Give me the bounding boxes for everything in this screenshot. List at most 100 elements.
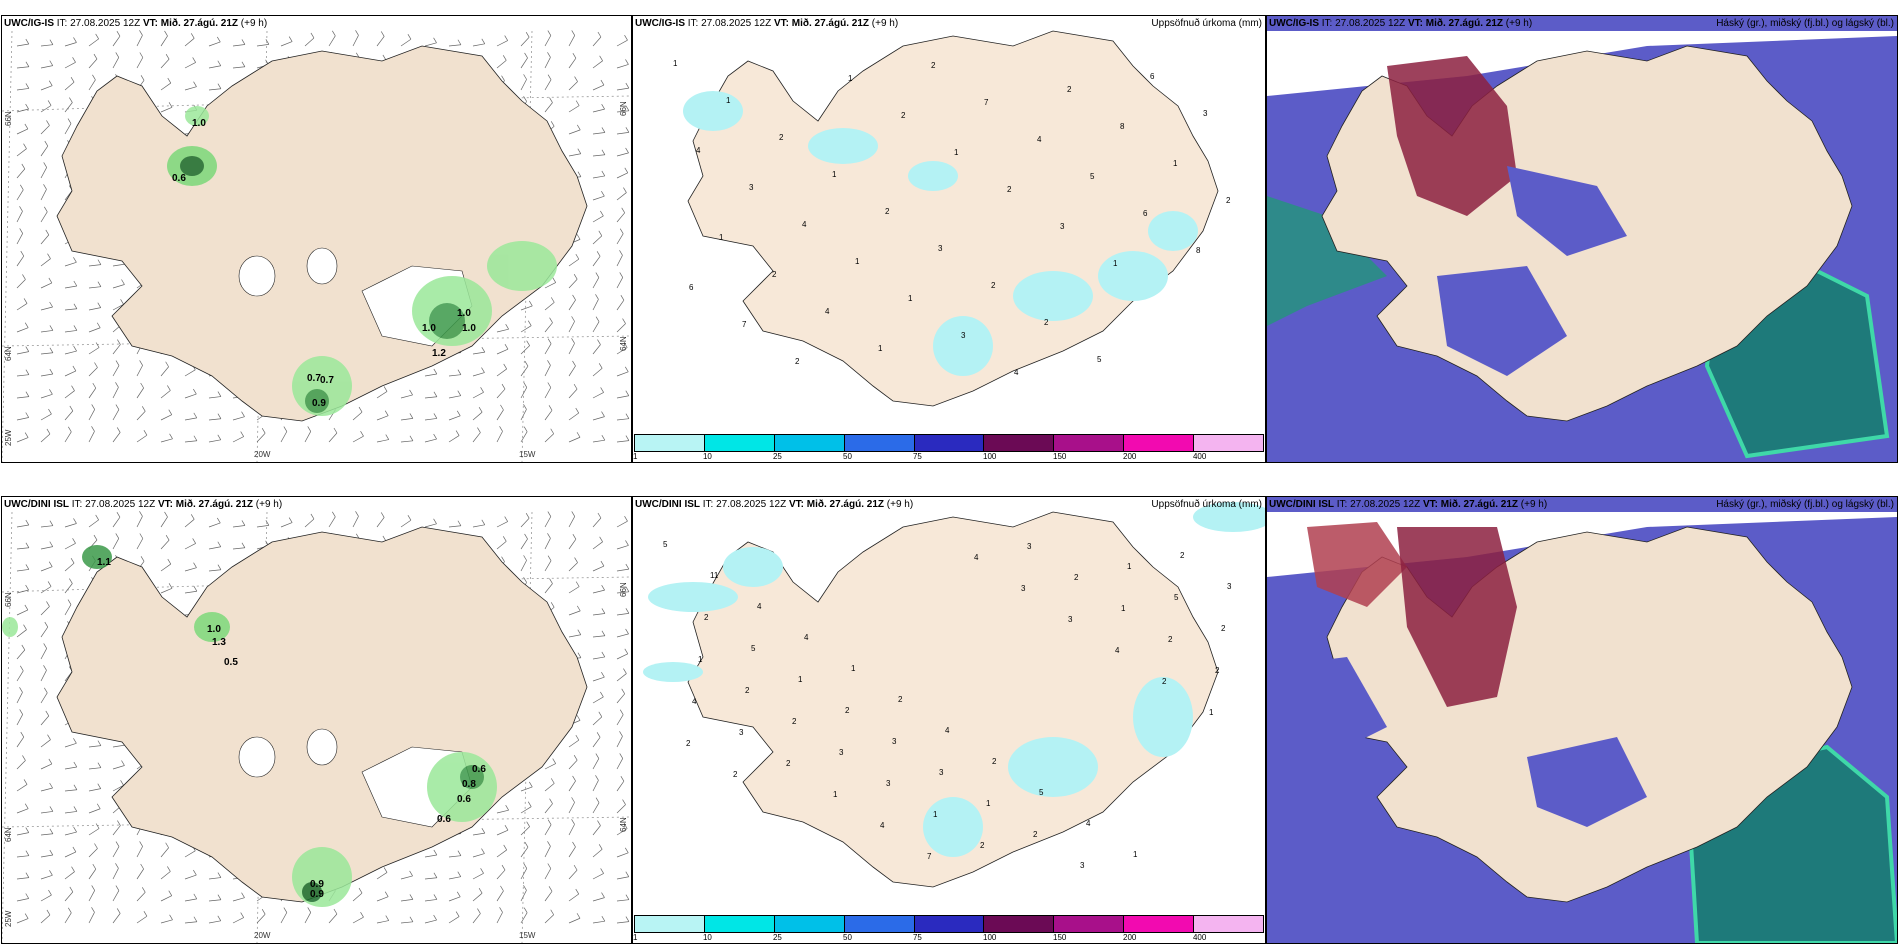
wind-barb-flag xyxy=(596,251,601,257)
wind-barb-flag xyxy=(457,520,462,526)
wind-barb-flag xyxy=(547,74,552,80)
lat-label: 66N xyxy=(4,592,13,607)
wind-barb-flag xyxy=(25,61,30,67)
wind-barb xyxy=(184,590,197,594)
wind-barb xyxy=(496,328,509,333)
precip-map: 5114412425412325123312315212233123212243… xyxy=(643,502,1265,888)
wind-barb-flag xyxy=(25,369,30,375)
precip-value: 2 xyxy=(885,207,890,216)
wind-barb xyxy=(112,365,120,377)
iceland-land xyxy=(56,526,588,903)
wind-barb xyxy=(472,853,485,858)
wind-barb xyxy=(208,877,221,880)
colorbar-swatch xyxy=(1124,435,1195,451)
wind-barb-flag xyxy=(95,514,99,521)
panel-header: UWC/IG-IS IT: 27.08.2025 12Z VT: Mið. 27… xyxy=(635,18,898,29)
wind-barb xyxy=(16,43,29,47)
wind-barb-flag xyxy=(625,586,630,592)
precip-fields xyxy=(683,91,1198,376)
wind-barb-flag xyxy=(575,407,580,414)
wind-barb xyxy=(352,892,363,902)
wind-barb-flag xyxy=(115,52,120,58)
wind-barb xyxy=(88,79,96,91)
colorbar-tick: 75 xyxy=(912,452,922,461)
wind-barb xyxy=(520,409,527,421)
colorbar-swatch xyxy=(1194,916,1264,932)
precip-value: 4 xyxy=(1086,819,1091,828)
wind-barb xyxy=(448,876,461,880)
wind-barb-flag xyxy=(577,171,582,177)
wind-barb-flag xyxy=(165,842,169,848)
precip-value: 1 xyxy=(1173,159,1178,168)
wind-barb-flag xyxy=(73,325,78,331)
wind-barb xyxy=(88,264,101,267)
wind-barb xyxy=(184,567,197,572)
wind-barb-flag xyxy=(499,426,503,432)
wind-barb-flag xyxy=(73,518,77,524)
precip-value: 1 xyxy=(878,344,883,353)
wind-barb xyxy=(544,410,553,421)
wind-barb xyxy=(496,829,509,836)
wind-barb xyxy=(112,846,120,858)
wind-barb xyxy=(592,565,605,572)
colorbar-ticks: 1 10 25 50 75 100 150 200 400 xyxy=(633,933,1264,943)
colorbar-swatch xyxy=(635,435,705,451)
wind-barb-flag xyxy=(457,390,462,396)
wind-barb xyxy=(496,809,509,814)
wind-barb xyxy=(544,516,552,528)
wind-barb-flag xyxy=(600,79,605,86)
wind-barb-flag xyxy=(25,391,30,397)
wind-barb xyxy=(160,587,173,594)
wind-barb-flag xyxy=(598,844,603,850)
wind-barb xyxy=(496,409,504,421)
wind-barb-flag xyxy=(481,346,486,353)
lat-label-right: 66N xyxy=(619,101,628,116)
wind-barb xyxy=(208,522,221,528)
precip-value: 1 xyxy=(1127,562,1132,571)
wind-barb-flag xyxy=(500,885,504,892)
colorbar-tick: 100 xyxy=(983,452,997,461)
wind-barb xyxy=(16,128,29,135)
wind-barb xyxy=(112,785,124,792)
wind-barb-flag xyxy=(625,871,630,877)
wind-barb xyxy=(592,195,605,201)
wind-barb-flag xyxy=(333,908,338,915)
precip-value: 1 xyxy=(908,294,913,303)
glacier-white xyxy=(306,728,338,766)
wind-barb-flag xyxy=(524,361,529,367)
wind-barb xyxy=(496,912,503,924)
wind-barb xyxy=(64,370,77,377)
precip-value: 2 xyxy=(898,695,903,704)
precip-value: 5 xyxy=(1097,355,1102,364)
wind-barb-flag xyxy=(480,868,484,874)
wind-barb xyxy=(16,714,23,726)
precip-value: 1 xyxy=(832,170,837,179)
wind-barb xyxy=(592,277,600,289)
wind-barb-flag xyxy=(307,907,312,913)
wind-barb xyxy=(616,876,629,880)
wind-barb-flag xyxy=(217,83,222,89)
wind-barb-flag xyxy=(409,413,414,419)
wind-barb xyxy=(112,263,125,267)
glacier-white xyxy=(238,736,276,778)
wind-barb xyxy=(328,432,338,443)
lead-time: (+9 h) xyxy=(886,499,914,510)
wind-barb xyxy=(616,172,628,179)
wind-barb-flag xyxy=(48,561,53,567)
wind-value: 0.9 xyxy=(310,879,324,890)
wind-barb-flag xyxy=(73,806,78,812)
wind-barb-flag xyxy=(477,908,481,914)
wind-barb-flag xyxy=(168,583,173,589)
precip-value: 4 xyxy=(802,220,807,229)
colorbar-tick: 50 xyxy=(843,452,852,461)
wind-barb xyxy=(112,765,125,770)
wind-barb xyxy=(40,692,48,704)
wind-barb xyxy=(616,633,629,638)
wind-barb xyxy=(592,439,605,443)
wind-barb-flag xyxy=(625,563,630,570)
wind-barb xyxy=(568,129,581,135)
panel-precip-top: UWC/IG-IS IT: 27.08.2025 12Z VT: Mið. 27… xyxy=(632,15,1266,463)
wind-barb xyxy=(520,806,532,814)
wind-barb xyxy=(592,656,605,660)
wind-barb xyxy=(16,760,26,770)
